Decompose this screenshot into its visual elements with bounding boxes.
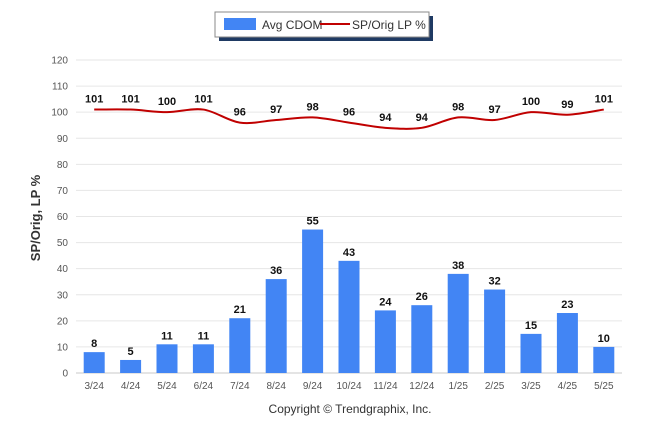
y-tick-label: 10	[57, 342, 69, 353]
bar-data-labels: 8 5 11 11 21 36 55 43 24 26 38 32 15 23 10	[91, 216, 610, 358]
bar	[593, 346, 615, 373]
bar	[484, 289, 506, 373]
bar-value-label: 11	[161, 330, 173, 342]
y-tick-label: 20	[57, 316, 69, 327]
line-value-label: 100	[158, 96, 176, 108]
line-data-labels: 101 101 100 101 96 97 98 96 94 94 98 97 100 99 101	[85, 94, 613, 124]
y-tick-label: 50	[57, 238, 69, 249]
bar	[156, 344, 178, 373]
x-tick-label: 12/24	[409, 381, 434, 392]
bar-value-label: 15	[525, 320, 537, 332]
y-tick-label: 90	[57, 134, 69, 145]
bar	[192, 344, 214, 373]
legend: Avg CDOM SP/Orig LP %	[214, 11, 433, 41]
x-tick-label: 9/24	[303, 381, 323, 392]
x-tick-labels: 3/24 4/24 5/24 6/24 7/24 8/24 9/24 10/24 11/24 12…	[84, 381, 614, 392]
y-tick-label: 60	[57, 212, 69, 223]
line-value-label: 100	[522, 96, 540, 108]
bar-value-label: 8	[91, 338, 97, 350]
bar	[83, 352, 105, 373]
y-tick-labels: 0 10 20 30 40 50 60 70 80 90 100 110 120	[51, 56, 68, 380]
bar-value-label: 11	[198, 330, 210, 342]
y-tick-label: 110	[52, 82, 68, 93]
x-tick-label: 6/24	[194, 381, 214, 392]
bar	[411, 305, 433, 373]
y-tick-label: 120	[51, 56, 68, 67]
legend-label-sp-orig-lp: SP/Orig LP %	[352, 18, 426, 32]
sp-orig-line	[94, 108, 604, 130]
bar	[265, 279, 287, 373]
line-value-label: 101	[595, 94, 613, 106]
legend-label-avg-cdom: Avg CDOM	[262, 18, 322, 32]
bar	[120, 359, 142, 373]
x-tick-label: 4/24	[121, 381, 141, 392]
bar-value-label: 5	[128, 346, 134, 358]
sp-orig-line-path	[94, 108, 604, 130]
bar	[229, 318, 251, 373]
bar	[520, 333, 542, 373]
x-tick-label: 11/24	[373, 381, 398, 392]
line-value-label: 94	[379, 112, 392, 124]
line-value-label: 101	[194, 94, 212, 106]
y-tick-label: 70	[57, 186, 69, 197]
line-value-label: 97	[488, 104, 500, 116]
bar-value-label: 26	[416, 291, 428, 303]
x-tick-label: 4/25	[558, 381, 578, 392]
x-tick-label: 3/24	[84, 381, 104, 392]
x-tick-label: 1/25	[448, 381, 468, 392]
bar-value-label: 38	[452, 260, 464, 272]
bar	[302, 229, 324, 373]
y-axis-label: SP/Orig, LP %	[28, 174, 43, 261]
x-tick-label: 8/24	[266, 381, 286, 392]
y-tick-label: 80	[57, 160, 69, 171]
x-tick-label: 5/25	[594, 381, 614, 392]
y-tick-label: 40	[57, 264, 69, 275]
bar-value-label: 23	[561, 299, 573, 311]
line-value-label: 101	[85, 94, 103, 106]
bars	[83, 229, 615, 373]
bar-value-label: 36	[270, 265, 282, 277]
x-tick-label: 10/24	[336, 381, 361, 392]
y-tick-label: 0	[62, 369, 68, 380]
line-value-label: 97	[270, 104, 282, 116]
bar-value-label: 10	[598, 333, 610, 345]
x-tick-label: 7/24	[230, 381, 250, 392]
y-tick-label: 100	[51, 108, 68, 119]
x-tick-label: 5/24	[157, 381, 177, 392]
bar-value-label: 24	[379, 296, 392, 308]
bar	[338, 260, 360, 373]
line-value-label: 98	[452, 101, 464, 113]
bar	[447, 273, 469, 373]
legend-swatch-bar	[224, 18, 256, 30]
line-value-label: 101	[121, 94, 139, 106]
bar-value-label: 43	[343, 247, 355, 259]
line-value-label: 98	[306, 101, 318, 113]
line-value-label: 96	[343, 107, 355, 119]
copyright-footer: Copyright © Trendgraphix, Inc.	[269, 402, 432, 416]
x-tick-label: 3/25	[521, 381, 541, 392]
bar-value-label: 32	[488, 276, 500, 288]
y-tick-label: 30	[57, 290, 69, 301]
bar-value-label: 55	[306, 216, 318, 228]
bar	[374, 310, 396, 373]
line-value-label: 94	[416, 112, 429, 124]
bar	[556, 313, 578, 373]
x-tick-label: 2/25	[485, 381, 505, 392]
bar-value-label: 21	[234, 304, 246, 316]
line-value-label: 96	[234, 107, 246, 119]
line-value-label: 99	[561, 99, 573, 111]
